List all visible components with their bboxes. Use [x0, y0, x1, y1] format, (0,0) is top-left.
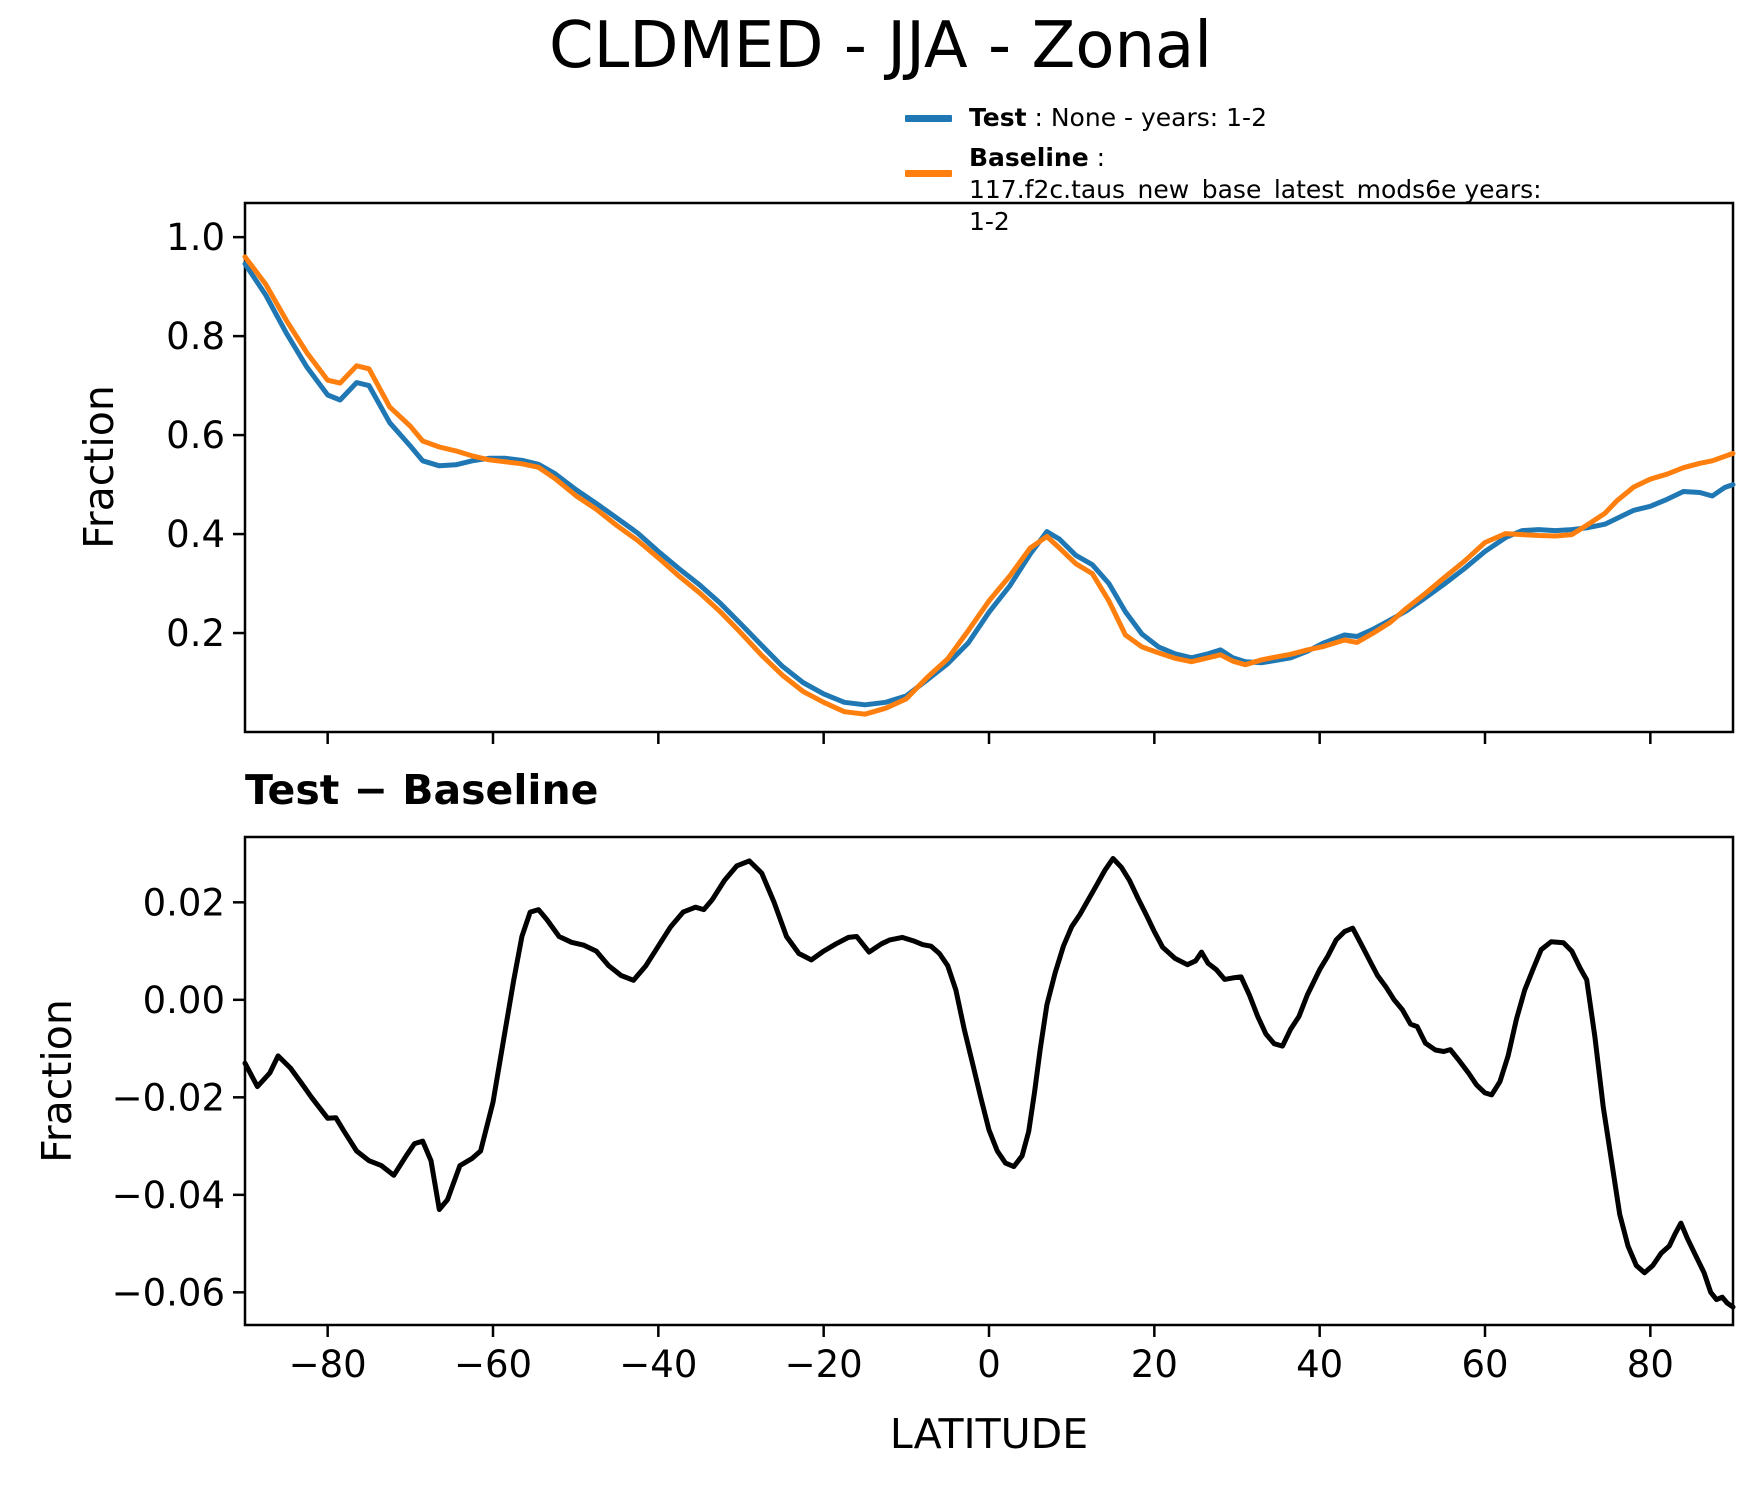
- y-tick-label: −0.02: [112, 1076, 225, 1119]
- y-axis-label-bottom: Fraction: [33, 999, 81, 1163]
- y-tick-label: 0.2: [166, 612, 225, 655]
- y-tick-label: −0.06: [112, 1271, 225, 1314]
- chart-title: CLDMED - JJA - Zonal: [548, 9, 1213, 83]
- legend-item-baseline: Baseline : 117.f2c.taus_new_base_latest_…: [905, 142, 1565, 238]
- plot-frame: [243, 835, 1735, 1327]
- x-tick-label: 40: [1296, 1343, 1343, 1386]
- y-tick-label: 0.4: [166, 513, 225, 556]
- series-line: [242, 856, 1736, 1310]
- y-axis-label-top: Fraction: [75, 385, 123, 549]
- y-tick-label: 0.00: [143, 979, 225, 1022]
- series-line: [242, 254, 1736, 717]
- x-tick-label: −80: [289, 1343, 367, 1386]
- legend-label-test-rest: : None - years: 1-2: [1026, 103, 1267, 132]
- x-tick-label: 60: [1461, 1343, 1508, 1386]
- plot-frame: [243, 201, 1735, 734]
- x-tick-label: −40: [619, 1343, 697, 1386]
- legend-label-baseline: Baseline : 117.f2c.taus_new_base_latest_…: [969, 142, 1554, 238]
- x-tick-label: 0: [977, 1343, 1001, 1386]
- x-axis-label: LATITUDE: [889, 1410, 1089, 1458]
- y-tick-label: 0.8: [166, 315, 225, 358]
- legend-label-test: Test : None - years: 1-2: [969, 102, 1267, 134]
- y-tick-label: 1.0: [166, 216, 225, 259]
- y-tick-label: 0.02: [143, 881, 225, 924]
- legend-label-baseline-bold: Baseline: [969, 143, 1089, 172]
- y-tick-label: 0.6: [166, 414, 225, 457]
- y-tick-label: −0.04: [112, 1174, 225, 1217]
- legend-label-test-bold: Test: [969, 103, 1027, 132]
- series-line: [242, 261, 1736, 708]
- baseline-line-swatch: [905, 170, 952, 177]
- legend-label-baseline-rest: : 117.f2c.taus_new_base_latest_mods6e ye…: [969, 143, 1542, 236]
- legend: Test : None - years: 1-2 Baseline : 117.…: [905, 102, 1565, 246]
- x-tick-label: −60: [454, 1343, 532, 1386]
- subplot-title-diff: Test − Baseline: [245, 766, 599, 814]
- legend-item-test: Test : None - years: 1-2: [905, 102, 1565, 134]
- x-tick-label: 80: [1627, 1343, 1674, 1386]
- x-tick-label: −20: [785, 1343, 863, 1386]
- test-line-swatch: [905, 115, 952, 122]
- x-tick-label: 20: [1131, 1343, 1178, 1386]
